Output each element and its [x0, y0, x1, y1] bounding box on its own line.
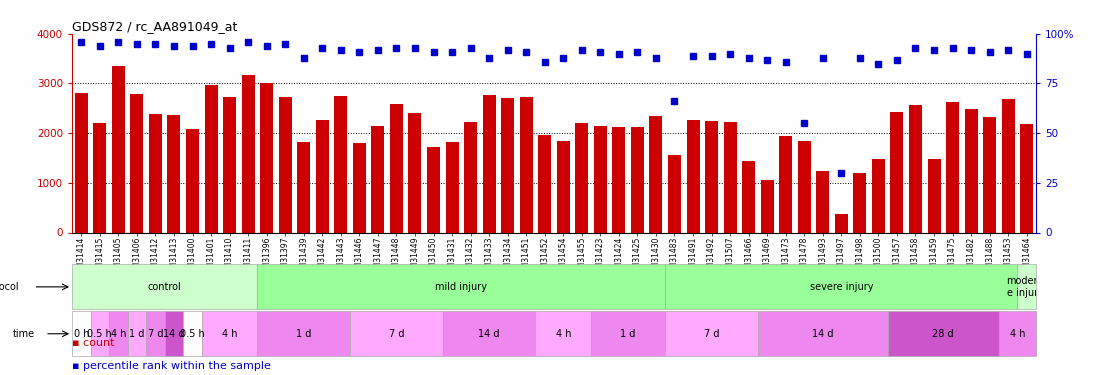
- Bar: [371, 126, 384, 232]
- Bar: [390, 104, 403, 232]
- Bar: [352, 143, 366, 232]
- Bar: [242, 75, 255, 232]
- Bar: [649, 116, 663, 232]
- Bar: [520, 98, 533, 232]
- Bar: [112, 66, 125, 232]
- Text: 7 d: 7 d: [147, 329, 163, 339]
- Text: 28 d: 28 d: [933, 329, 954, 339]
- Text: 1 d: 1 d: [296, 329, 311, 339]
- Bar: [445, 142, 459, 232]
- Bar: [668, 155, 681, 232]
- Bar: [557, 141, 570, 232]
- Bar: [501, 98, 514, 232]
- Bar: [665, 264, 1017, 309]
- Text: severe injury: severe injury: [810, 282, 873, 292]
- Bar: [927, 159, 941, 232]
- Bar: [464, 122, 478, 232]
- Bar: [257, 264, 665, 309]
- Text: 4 h: 4 h: [555, 329, 571, 339]
- Bar: [575, 123, 588, 232]
- Bar: [665, 311, 758, 356]
- Bar: [687, 120, 699, 232]
- Bar: [965, 109, 977, 232]
- Bar: [834, 214, 848, 232]
- Text: 14 d: 14 d: [163, 329, 185, 339]
- Bar: [93, 123, 106, 232]
- Bar: [591, 311, 665, 356]
- Text: GDS872 / rc_AA891049_at: GDS872 / rc_AA891049_at: [72, 20, 237, 33]
- Text: 0.5 h: 0.5 h: [88, 329, 112, 339]
- Bar: [75, 93, 88, 232]
- Bar: [779, 136, 792, 232]
- Bar: [798, 141, 811, 232]
- Bar: [427, 147, 440, 232]
- Bar: [483, 95, 495, 232]
- Text: ▪ percentile rank within the sample: ▪ percentile rank within the sample: [72, 361, 270, 370]
- Text: 4 h: 4 h: [111, 329, 126, 339]
- Bar: [443, 311, 535, 356]
- Bar: [888, 311, 999, 356]
- Bar: [594, 126, 607, 232]
- Text: 1 d: 1 d: [620, 329, 636, 339]
- Text: 0.5 h: 0.5 h: [181, 329, 205, 339]
- Bar: [279, 98, 291, 232]
- Bar: [872, 159, 885, 232]
- Bar: [613, 127, 625, 232]
- Text: 14 d: 14 d: [812, 329, 833, 339]
- Bar: [183, 311, 202, 356]
- Bar: [260, 84, 274, 232]
- Text: time: time: [13, 329, 35, 339]
- Bar: [165, 311, 183, 356]
- Bar: [705, 121, 718, 232]
- Bar: [1020, 124, 1033, 232]
- Text: 14 d: 14 d: [479, 329, 500, 339]
- Bar: [630, 127, 644, 232]
- Bar: [91, 311, 109, 356]
- Bar: [109, 311, 127, 356]
- Text: mild injury: mild injury: [435, 282, 488, 292]
- Bar: [127, 311, 146, 356]
- Bar: [983, 117, 996, 232]
- Bar: [853, 173, 866, 232]
- Bar: [891, 112, 903, 232]
- Bar: [535, 311, 591, 356]
- Bar: [538, 135, 551, 232]
- Text: 1 d: 1 d: [130, 329, 144, 339]
- Bar: [742, 161, 756, 232]
- Text: ▪ count: ▪ count: [72, 338, 114, 348]
- Bar: [223, 98, 236, 232]
- Text: moderat
e injury.: moderat e injury.: [1006, 276, 1047, 298]
- Bar: [131, 94, 143, 232]
- Bar: [350, 311, 443, 356]
- Bar: [946, 102, 960, 232]
- Bar: [409, 113, 421, 232]
- Bar: [724, 122, 737, 232]
- Bar: [909, 105, 922, 232]
- Bar: [72, 311, 91, 356]
- Bar: [167, 115, 181, 232]
- Text: control: control: [147, 282, 182, 292]
- Bar: [316, 120, 329, 232]
- Bar: [1002, 99, 1015, 232]
- Bar: [148, 114, 162, 232]
- Bar: [817, 171, 829, 232]
- Text: 4 h: 4 h: [222, 329, 237, 339]
- Bar: [335, 96, 347, 232]
- Bar: [202, 311, 257, 356]
- Text: 4 h: 4 h: [1009, 329, 1025, 339]
- Bar: [1017, 264, 1036, 309]
- Bar: [257, 311, 350, 356]
- Bar: [761, 180, 773, 232]
- Bar: [186, 129, 199, 232]
- Text: 7 d: 7 d: [389, 329, 404, 339]
- Bar: [205, 85, 217, 232]
- Text: protocol: protocol: [0, 282, 19, 292]
- Text: 7 d: 7 d: [704, 329, 719, 339]
- Bar: [297, 142, 310, 232]
- Bar: [146, 311, 165, 356]
- Text: 0 h: 0 h: [73, 329, 89, 339]
- Bar: [72, 264, 257, 309]
- Bar: [758, 311, 888, 356]
- Bar: [999, 311, 1036, 356]
